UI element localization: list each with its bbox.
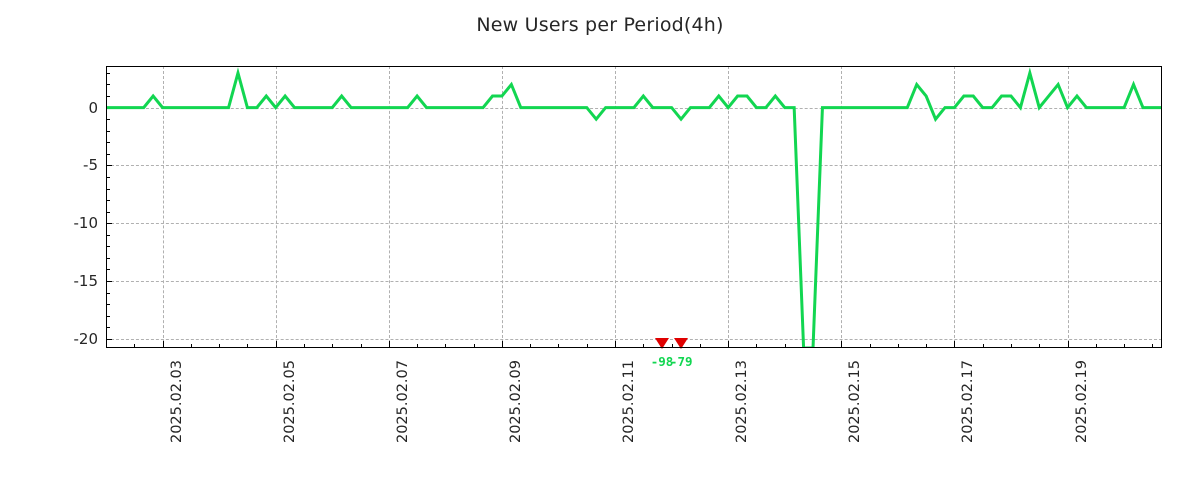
y-tick-minor — [106, 188, 110, 190]
x-tick-major — [728, 341, 730, 348]
gridline-vertical — [162, 66, 164, 348]
x-tick-label: 2025.02.05 — [281, 360, 298, 444]
x-tick-major — [501, 341, 503, 348]
y-tick-label: -15 — [73, 271, 99, 290]
x-tick-minor — [360, 344, 362, 348]
x-tick-minor — [190, 344, 192, 348]
x-tick-minor — [247, 344, 249, 348]
y-tick-minor — [106, 327, 110, 329]
x-tick-minor — [699, 344, 701, 348]
clipped-value-label: -98 — [650, 354, 674, 369]
y-tick-minor — [106, 257, 110, 259]
gridline-vertical — [841, 66, 843, 348]
x-tick-label: 2025.02.09 — [507, 360, 524, 444]
gridline-horizontal — [106, 280, 1162, 282]
x-tick-minor — [643, 344, 645, 348]
x-tick-minor — [1095, 344, 1097, 348]
y-tick-minor — [106, 142, 110, 144]
y-tick-minor — [106, 84, 110, 86]
y-tick-major — [106, 165, 112, 167]
gridline-vertical — [615, 66, 617, 348]
x-tick-label: 2025.02.13 — [734, 360, 751, 444]
x-tick-minor — [586, 344, 588, 348]
x-tick-major — [615, 341, 617, 348]
x-tick-minor — [897, 344, 899, 348]
y-tick-minor — [106, 269, 110, 271]
x-tick-minor — [869, 344, 871, 348]
y-tick-major — [106, 338, 112, 340]
x-tick-minor — [1152, 344, 1154, 348]
y-tick-minor — [106, 304, 110, 306]
gridline-vertical — [388, 66, 390, 348]
x-tick-minor — [982, 344, 984, 348]
x-tick-minor — [1010, 344, 1012, 348]
x-tick-minor — [530, 344, 532, 348]
x-tick-minor — [926, 344, 928, 348]
x-tick-label: 2025.02.07 — [394, 360, 411, 444]
y-tick-label: -20 — [73, 329, 99, 348]
gridline-vertical — [1067, 66, 1069, 348]
y-tick-minor — [106, 315, 110, 317]
plot-area — [106, 66, 1162, 349]
x-tick-label: 2025.02.11 — [621, 360, 638, 444]
x-tick-minor — [417, 344, 419, 348]
data-series-line — [106, 67, 1162, 348]
y-tick-major — [106, 280, 112, 282]
x-tick-minor — [134, 344, 136, 348]
x-tick-minor — [303, 344, 305, 348]
y-tick-minor — [106, 130, 110, 132]
x-tick-minor — [1124, 344, 1126, 348]
x-tick-minor — [558, 344, 560, 348]
y-tick-minor — [106, 200, 110, 202]
x-tick-label: 2025.02.19 — [1073, 360, 1090, 444]
x-axis-tick-labels: 2025.02.03 2025.02.05 2025.02.07 2025.02.09… — [106, 352, 1162, 492]
gridline-vertical — [501, 66, 503, 348]
y-tick-minor — [106, 246, 110, 248]
x-tick-minor — [219, 344, 221, 348]
y-tick-major — [106, 223, 112, 225]
x-tick-major — [162, 341, 164, 348]
x-tick-major — [841, 341, 843, 348]
x-tick-minor — [784, 344, 786, 348]
gridline-horizontal — [106, 165, 1162, 167]
y-tick-label: 0 — [88, 98, 98, 117]
x-tick-label: 2025.02.15 — [847, 360, 864, 444]
x-tick-label: 2025.02.03 — [168, 360, 185, 444]
y-tick-minor — [106, 72, 110, 74]
gridline-horizontal — [106, 338, 1162, 340]
y-tick-minor — [106, 153, 110, 155]
y-tick-minor — [106, 211, 110, 213]
x-tick-minor — [473, 344, 475, 348]
y-tick-minor — [106, 96, 110, 98]
y-tick-minor — [106, 119, 110, 121]
x-tick-minor — [1039, 344, 1041, 348]
y-tick-label: -5 — [83, 156, 98, 175]
x-tick-minor — [756, 344, 758, 348]
y-tick-minor — [106, 234, 110, 236]
x-tick-major — [954, 341, 956, 348]
x-tick-minor — [671, 344, 673, 348]
chart-title: New Users per Period(4h) — [476, 14, 724, 36]
clipped-value-marker — [654, 338, 669, 349]
x-tick-major — [1067, 341, 1069, 348]
x-tick-label: 2025.02.17 — [960, 360, 977, 444]
clipped-value-marker — [674, 338, 689, 349]
series-path — [106, 67, 1162, 348]
y-tick-minor — [106, 292, 110, 294]
y-axis-tick-labels: 0 -5 -10 -15 -20 — [36, 66, 99, 348]
x-tick-minor — [445, 344, 447, 348]
gridline-vertical — [275, 66, 277, 348]
gridline-vertical — [728, 66, 730, 348]
gridline-vertical — [954, 66, 956, 348]
y-tick-label: -10 — [73, 214, 99, 233]
x-tick-major — [275, 341, 277, 348]
x-tick-major — [388, 341, 390, 348]
x-tick-minor — [332, 344, 334, 348]
gridline-horizontal — [106, 223, 1162, 225]
y-tick-minor — [106, 176, 110, 178]
clipped-value-label: -79 — [669, 354, 693, 369]
